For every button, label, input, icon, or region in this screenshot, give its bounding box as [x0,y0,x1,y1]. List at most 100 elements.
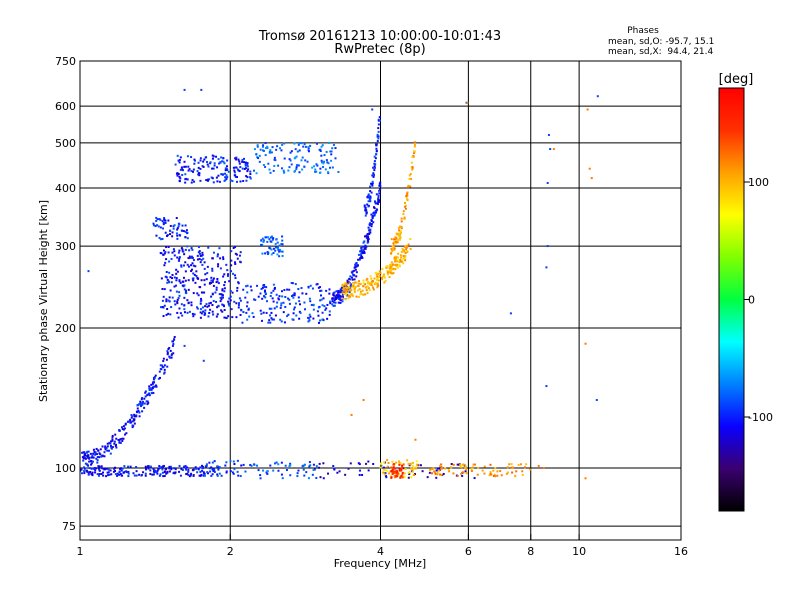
o-mode-point [211,157,214,160]
o-mode-point [169,229,172,232]
o-mode-point [364,209,367,212]
o-mode-point [176,234,179,237]
x-mode-point [401,247,404,250]
o-mode-point [184,230,187,233]
o-mode-point [167,347,170,350]
o-mode-point [246,165,249,168]
o-mode-point [364,206,367,209]
o-mode-point [372,175,375,178]
o-mode-point [178,279,181,282]
o-mode-point [220,298,223,301]
o-mode-point [346,293,349,296]
o-mode-point [249,170,252,173]
x-mode-point [375,278,378,281]
o-mode-point [280,149,283,152]
o-mode-point [121,437,124,440]
o-mode-point [218,472,221,475]
o-mode-point [90,467,93,470]
x-mode-point [431,467,434,470]
x-mode-point [506,471,509,474]
x-mode-point [400,468,403,471]
phases-line-x: mean, sd,X: 94.4, 21.4 [608,47,714,57]
o-mode-point [260,312,263,315]
o-mode-point [238,160,241,163]
o-mode-point [327,141,330,144]
o-mode-point [224,464,227,467]
o-mode-point [187,473,190,476]
o-mode-point [245,175,248,178]
o-mode-point [162,227,165,230]
o-mode-point [363,240,366,243]
o-mode-point [297,143,300,146]
o-mode-point [169,356,172,359]
o-mode-point [166,351,169,354]
o-mode-point [167,219,170,222]
o-mode-point [271,235,274,238]
o-mode-point [365,462,368,465]
x-mode-point [390,263,393,266]
o-mode-point [178,256,181,259]
o-mode-point [157,377,160,380]
o-mode-point [163,304,166,307]
o-mode-point [370,213,373,216]
o-mode-point [197,172,200,175]
o-mode-point [203,313,206,316]
o-mode-point [219,161,222,164]
o-mode-point [225,471,228,474]
x-mode-point [404,467,407,470]
o-mode-point [196,170,199,173]
o-mode-point [111,439,114,442]
x-mode-point [399,476,402,479]
o-mode-point [329,166,332,169]
x-mode-point [362,282,365,285]
o-mode-point [211,167,214,170]
o-mode-point [255,153,258,156]
o-mode-point [280,302,283,305]
o-mode-point [235,180,238,183]
o-mode-point [257,157,260,160]
x-mode-point [414,141,417,144]
o-mode-point [235,316,238,319]
o-mode-point [211,304,214,307]
o-mode-point [367,205,370,208]
x-mode-point [403,217,406,220]
o-mode-point [203,472,206,475]
o-mode-point [261,252,264,255]
o-mode-point [215,288,218,291]
o-mode-point [272,469,275,472]
o-mode-point [289,474,292,477]
o-mode-point [275,293,278,296]
o-mode-point [86,456,89,459]
o-mode-point [321,144,324,147]
o-mode-point [319,171,322,174]
o-mode-point [235,176,238,179]
o-mode-point [227,300,230,303]
o-mode-point [174,163,177,166]
o-mode-point [339,290,342,293]
o-mode-point [191,179,194,181]
o-mode-point [309,315,312,318]
o-mode-point [208,461,211,464]
o-mode-point [363,205,366,208]
x-mode-point [411,464,414,467]
o-mode-point [167,251,170,254]
o-mode-point [373,160,376,163]
o-mode-point [163,372,166,375]
o-mode-point [199,474,202,477]
x-mode-point [492,474,495,477]
o-mode-point [218,247,221,250]
o-mode-point [319,289,322,292]
x-mode-point [394,242,397,245]
o-mode-point [218,180,221,183]
x-mode-point [448,470,451,473]
o-mode-point [300,159,303,162]
x-mode-point [517,463,520,466]
o-mode-point [355,265,358,268]
x-mode-point [514,475,517,478]
o-mode-point [259,292,262,295]
x-mode-point [351,283,354,286]
o-mode-point [320,159,323,162]
o-mode-point [473,477,476,480]
o-mode-point [96,459,99,462]
o-mode-point [289,159,292,162]
